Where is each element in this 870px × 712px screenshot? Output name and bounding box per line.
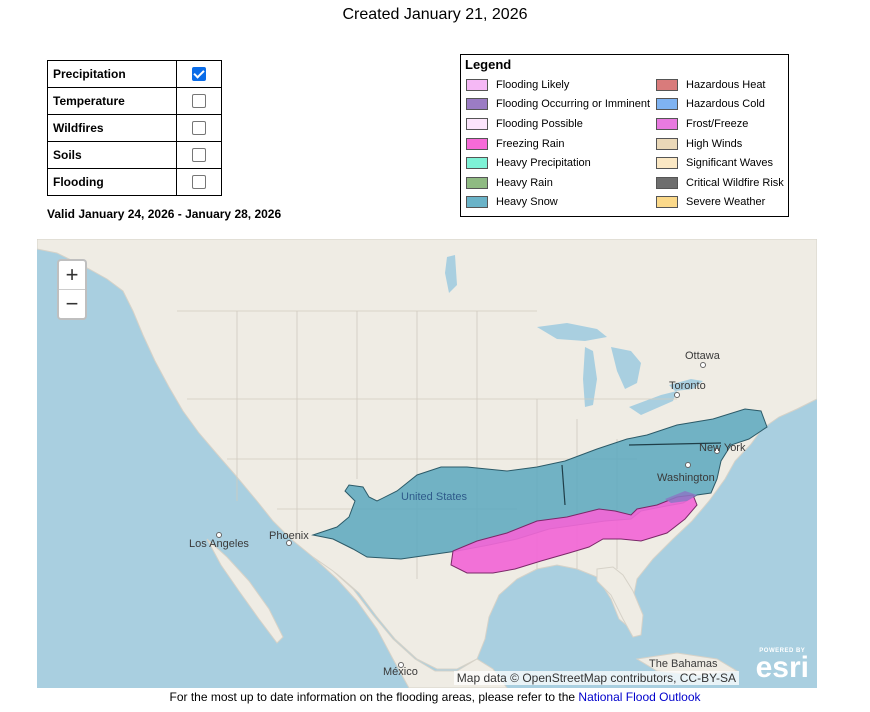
temperature-checkbox[interactable] bbox=[192, 94, 206, 109]
toggle-row-wildfires: Wildfires bbox=[47, 114, 222, 142]
zoom-in-button[interactable]: + bbox=[65, 262, 79, 287]
toggle-row-soils: Soils bbox=[47, 141, 222, 169]
legend-item: Heavy Snow bbox=[466, 193, 650, 213]
legend-item: Hazardous Cold bbox=[656, 95, 784, 115]
legend-label: High Winds bbox=[686, 137, 743, 150]
national-flood-outlook-link[interactable]: National Flood Outlook bbox=[578, 690, 701, 704]
toggle-row-precipitation: Precipitation bbox=[47, 60, 222, 88]
lake-erie bbox=[629, 391, 677, 415]
region-divider-lines bbox=[561, 442, 722, 506]
map-view[interactable]: Ottawa Toronto New York Washington Unite… bbox=[37, 239, 817, 688]
created-date: Created January 21, 2026 bbox=[342, 6, 528, 23]
overlap-region bbox=[665, 491, 697, 503]
legend-swatch bbox=[466, 176, 488, 189]
label-mexico: México bbox=[383, 666, 418, 678]
label-phoenix: Phoenix bbox=[269, 530, 309, 542]
toggle-label: Soils bbox=[47, 141, 177, 169]
legend-label: Flooding Likely bbox=[496, 78, 570, 91]
precipitation-checkbox[interactable] bbox=[192, 67, 206, 82]
label-united-states: United States bbox=[401, 491, 468, 503]
footer-note: For the most up to date information on t… bbox=[0, 690, 870, 704]
legend-item: Severe Weather bbox=[656, 193, 784, 213]
legend-item: Heavy Rain bbox=[466, 173, 650, 193]
land-baja bbox=[206, 538, 284, 644]
legend-label: Frost/Freeze bbox=[686, 117, 749, 130]
legend-label: Critical Wildfire Risk bbox=[686, 176, 784, 189]
lake-superior bbox=[537, 323, 607, 341]
legend-item: Hazardous Heat bbox=[656, 75, 784, 95]
legend-swatch bbox=[466, 196, 488, 209]
legend-column-1: Flooding Likely Flooding Occurring or Imm… bbox=[466, 75, 650, 212]
land-north-america bbox=[37, 239, 817, 670]
legend-swatch bbox=[656, 157, 678, 170]
toggle-label: Wildfires bbox=[47, 114, 177, 142]
legend-label: Heavy Snow bbox=[496, 196, 558, 209]
legend-item: Flooding Likely bbox=[466, 75, 650, 95]
land-florida bbox=[596, 566, 644, 638]
label-washington: Washington bbox=[657, 472, 715, 484]
lake-michigan bbox=[583, 347, 597, 407]
legend-item: Significant Waves bbox=[656, 153, 784, 173]
toggle-label: Flooding bbox=[47, 168, 177, 196]
legend-label: Heavy Rain bbox=[496, 176, 553, 189]
legend-column-2: Hazardous Heat Hazardous Cold Frost/Freeze… bbox=[656, 75, 784, 212]
legend-swatch bbox=[656, 117, 678, 130]
label-bahamas: The Bahamas bbox=[649, 658, 718, 670]
legend-item: Heavy Precipitation bbox=[466, 153, 650, 173]
lake-huron bbox=[611, 347, 641, 389]
label-new-york: New York bbox=[699, 442, 746, 454]
zoom-out-button[interactable]: − bbox=[59, 289, 85, 318]
legend-label: Hazardous Heat bbox=[686, 78, 766, 91]
legend-label: Severe Weather bbox=[686, 196, 766, 209]
label-ottawa: Ottawa bbox=[685, 350, 721, 362]
zoom-control: + − bbox=[57, 259, 87, 320]
legend-swatch bbox=[466, 137, 488, 150]
legend-swatch bbox=[466, 98, 488, 111]
legend-swatch bbox=[656, 196, 678, 209]
legend-label: Flooding Occurring or Imminent bbox=[496, 98, 651, 111]
legend-label: Hazardous Cold bbox=[686, 98, 765, 111]
legend-swatch bbox=[466, 117, 488, 130]
legend-item: High Winds bbox=[656, 134, 784, 154]
legend-swatch bbox=[466, 78, 488, 91]
toggle-label: Temperature bbox=[47, 87, 177, 115]
toggle-row-flooding: Flooding bbox=[47, 168, 222, 196]
legend-item: Flooding Occurring or Imminent bbox=[466, 95, 650, 115]
footer-text: For the most up to date information on t… bbox=[169, 690, 579, 704]
legend-swatch bbox=[656, 98, 678, 111]
legend-item: Critical Wildfire Risk bbox=[656, 173, 784, 193]
map-canvas: Ottawa Toronto New York Washington Unite… bbox=[37, 239, 817, 688]
lake-winnipeg bbox=[445, 255, 457, 293]
legend-item: Flooding Possible bbox=[466, 114, 650, 134]
valid-date-range: Valid January 24, 2026 - January 28, 202… bbox=[47, 207, 282, 221]
legend-label: Freezing Rain bbox=[496, 137, 565, 150]
lake-ontario bbox=[669, 379, 703, 391]
flooding-checkbox[interactable] bbox=[192, 175, 206, 190]
label-toronto: Toronto bbox=[669, 380, 706, 392]
legend-label: Heavy Precipitation bbox=[496, 157, 591, 170]
legend-item: Freezing Rain bbox=[466, 134, 650, 154]
legend-label: Significant Waves bbox=[686, 157, 774, 170]
toggle-row-temperature: Temperature bbox=[47, 87, 222, 115]
legend-title: Legend bbox=[465, 57, 512, 72]
map-attribution: Map data © OpenStreetMap contributors, C… bbox=[453, 671, 739, 685]
legend-swatch bbox=[656, 176, 678, 189]
hazard-toggle-table: Precipitation Temperature Wildfires Soil… bbox=[47, 60, 222, 196]
legend-box: Legend Flooding Likely Flooding Occurring… bbox=[460, 54, 789, 217]
soils-checkbox[interactable] bbox=[192, 148, 206, 163]
legend-label: Flooding Possible bbox=[496, 117, 583, 130]
map-place-labels: Ottawa Toronto New York Washington Unite… bbox=[189, 350, 746, 678]
freezing-rain-region bbox=[450, 494, 698, 574]
wildfires-checkbox[interactable] bbox=[192, 121, 206, 136]
toggle-label: Precipitation bbox=[47, 60, 177, 88]
label-los-angeles: Los Angeles bbox=[189, 538, 249, 550]
legend-swatch bbox=[466, 157, 488, 170]
legend-swatch bbox=[656, 78, 678, 91]
legend-swatch bbox=[656, 137, 678, 150]
legend-item: Frost/Freeze bbox=[656, 114, 784, 134]
city-markers bbox=[216, 362, 720, 668]
esri-logo: POWERED BY esri bbox=[755, 648, 809, 684]
